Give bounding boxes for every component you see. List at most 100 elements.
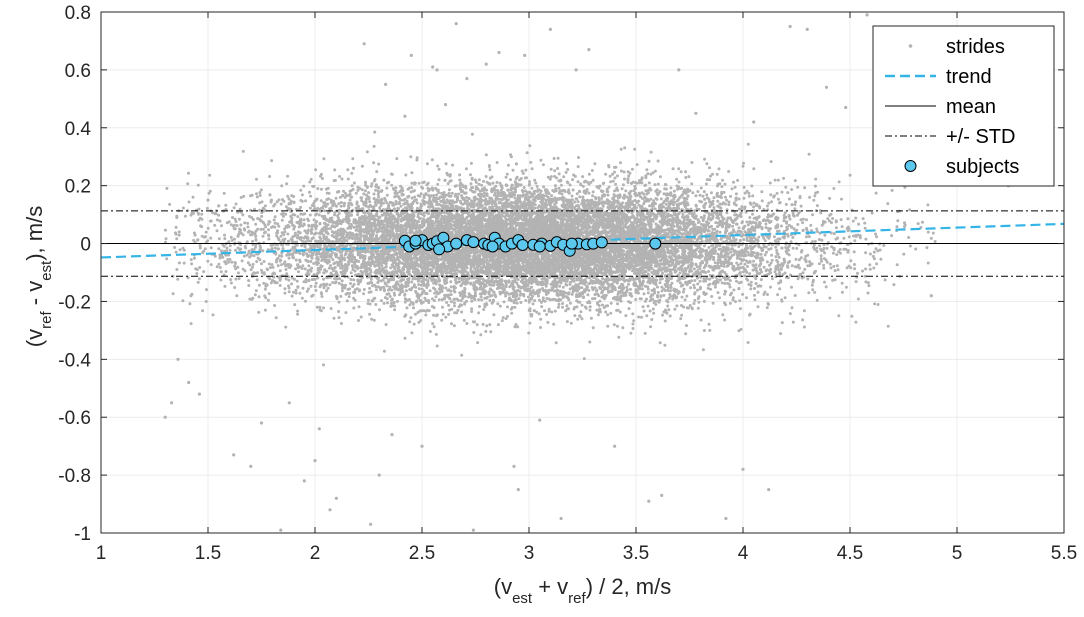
stride-point bbox=[314, 288, 318, 292]
stride-point bbox=[534, 181, 538, 185]
stride-point bbox=[728, 279, 732, 283]
stride-point bbox=[383, 296, 387, 300]
stride-point bbox=[348, 287, 352, 291]
stride-point bbox=[656, 285, 659, 289]
stride-point bbox=[519, 301, 523, 304]
stride-point bbox=[254, 245, 257, 249]
stride-point bbox=[609, 180, 613, 184]
stride-point bbox=[417, 283, 421, 287]
stride-point bbox=[580, 303, 584, 307]
stride-point bbox=[286, 174, 290, 178]
stride-point bbox=[568, 183, 572, 187]
stride-point bbox=[621, 183, 625, 187]
stride-point bbox=[649, 325, 653, 329]
stride-point bbox=[291, 223, 295, 227]
stride-point bbox=[409, 155, 413, 159]
stride-point bbox=[404, 173, 408, 177]
stride-point bbox=[624, 314, 628, 318]
stride-point bbox=[737, 245, 741, 248]
stride-point bbox=[290, 294, 294, 298]
stride-point bbox=[697, 220, 701, 224]
stride-point bbox=[770, 258, 774, 262]
stride-point bbox=[195, 272, 199, 275]
stride-point bbox=[259, 188, 263, 192]
stride-point bbox=[809, 223, 813, 227]
stride-point bbox=[308, 190, 311, 194]
stride-point bbox=[697, 300, 701, 304]
stride-point bbox=[498, 304, 502, 308]
stride-point bbox=[765, 250, 768, 254]
stride-point bbox=[780, 190, 784, 194]
stride-point bbox=[325, 289, 328, 293]
stride-point bbox=[840, 225, 844, 229]
stride-point bbox=[463, 198, 467, 202]
stride-point bbox=[643, 331, 647, 335]
stride-point bbox=[630, 167, 634, 171]
stride-point bbox=[739, 280, 743, 284]
stride-point bbox=[655, 197, 659, 201]
stride-point bbox=[713, 285, 717, 289]
stride-point bbox=[808, 195, 812, 199]
stride-point bbox=[557, 305, 560, 309]
stride-point bbox=[785, 220, 789, 224]
stride-point bbox=[654, 222, 658, 226]
stride-point bbox=[508, 191, 512, 195]
stride-point bbox=[703, 197, 707, 201]
stride-point bbox=[677, 180, 681, 184]
stride-point bbox=[819, 257, 823, 261]
stride-point bbox=[546, 320, 550, 324]
stride-point bbox=[340, 283, 344, 287]
stride-point bbox=[812, 198, 816, 202]
stride-point bbox=[647, 181, 651, 185]
stride-point bbox=[560, 183, 563, 187]
stride-point bbox=[787, 197, 791, 201]
stride-point bbox=[716, 199, 720, 203]
stride-point bbox=[298, 291, 302, 295]
stride-point bbox=[385, 193, 389, 197]
stride-point bbox=[766, 302, 770, 305]
stride-point bbox=[217, 262, 221, 266]
stride-point bbox=[573, 200, 577, 204]
stride-point bbox=[299, 205, 303, 209]
stride-point bbox=[743, 274, 747, 278]
stride-point bbox=[273, 215, 277, 219]
stride-point bbox=[740, 205, 744, 209]
stride-point bbox=[708, 328, 712, 332]
stride-point bbox=[786, 261, 790, 265]
stride-point bbox=[370, 317, 374, 321]
stride-point bbox=[357, 319, 360, 322]
stride-point bbox=[467, 196, 471, 200]
stride-point bbox=[671, 167, 675, 171]
stride-point bbox=[181, 299, 185, 303]
stride-point bbox=[323, 209, 327, 213]
stride-point bbox=[318, 221, 322, 225]
stride-point bbox=[506, 163, 510, 167]
stride-point bbox=[405, 306, 409, 310]
stride-point bbox=[528, 321, 532, 325]
stride-point bbox=[578, 314, 582, 318]
stride-point bbox=[445, 301, 449, 304]
stride-point bbox=[470, 310, 474, 313]
stride-point bbox=[260, 214, 264, 218]
stride-point bbox=[758, 220, 761, 224]
stride-point bbox=[392, 301, 396, 304]
stride-point bbox=[791, 320, 795, 324]
stride-point bbox=[604, 172, 608, 176]
stride-point bbox=[553, 184, 557, 188]
stride-point bbox=[641, 197, 645, 201]
stride-point bbox=[588, 308, 592, 312]
stride-point bbox=[372, 318, 376, 322]
stride-point bbox=[368, 200, 372, 204]
stride-point bbox=[250, 230, 254, 234]
stride-point bbox=[616, 308, 620, 312]
stride-point bbox=[696, 276, 699, 280]
stride-point bbox=[743, 207, 747, 211]
stride-point bbox=[601, 189, 605, 193]
stride-point bbox=[314, 281, 318, 285]
stride-point bbox=[294, 291, 298, 295]
stride-point bbox=[811, 213, 815, 217]
stride-point bbox=[866, 281, 870, 285]
stride-point bbox=[606, 324, 610, 328]
stride-point bbox=[218, 256, 222, 260]
stride-point bbox=[797, 258, 801, 262]
